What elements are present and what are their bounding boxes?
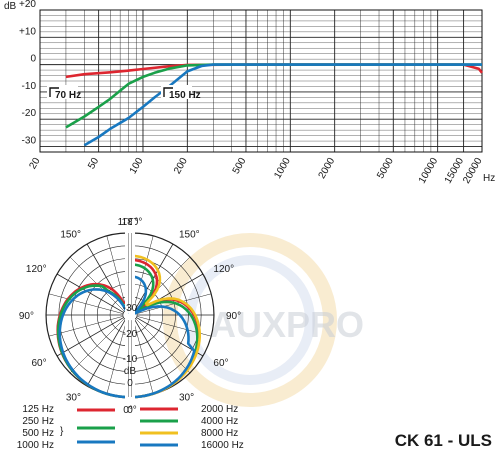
x-tick-label: 50 [86, 156, 101, 172]
annotation-label: 150 Hz [169, 90, 201, 101]
polar-spoke [134, 243, 174, 311]
polar-angle-label: 120° [213, 264, 234, 275]
x-tick-label: 5000 [375, 156, 396, 181]
y-tick-label: -10 [22, 81, 37, 92]
polar-spoke [86, 319, 126, 387]
polar-angle-label: 90° [226, 311, 241, 322]
y-tick-label: +10 [19, 26, 36, 37]
annotation-label: 70 Hz [55, 90, 81, 101]
polar-spoke [133, 235, 154, 311]
y-tick-label: -20 [22, 108, 37, 119]
legend-label: 250 Hz [22, 416, 54, 427]
series-line [65, 63, 484, 79]
ring-label: 0 [127, 378, 133, 389]
polar-angle-label: 60° [31, 358, 46, 369]
polar-angle-label: 150° [60, 230, 81, 241]
ring-label: -10 [123, 354, 138, 365]
legend-label: 125 Hz [22, 404, 54, 415]
polar-spoke [133, 319, 154, 395]
y-tick-label: 0 [30, 54, 36, 65]
x-tick-label: 200 [172, 156, 190, 176]
y-tick-label: -30 [22, 136, 37, 147]
y-tick-label: +20 [19, 0, 36, 10]
polar-pattern [58, 288, 130, 399]
model-title: CK 61 - ULS [395, 431, 492, 450]
ring-label: dB [124, 366, 137, 377]
polar-angle-label: 0° [127, 405, 137, 416]
legend-label: 500 Hz [22, 428, 54, 439]
x-tick-label: 20000 [461, 156, 485, 186]
watermark-text: AUXPRO [210, 304, 364, 345]
polar-spoke [135, 318, 191, 374]
polar-spoke [69, 318, 125, 374]
polar-angle-label: 30° [179, 392, 194, 403]
polar-angle-label: 0° [123, 405, 133, 416]
x-tick-label: 20 [28, 156, 43, 172]
legend-label: 8000 Hz [201, 428, 238, 439]
polar-spoke [106, 319, 127, 395]
x-tick-label: 2000 [317, 156, 338, 181]
polar-spoke [56, 273, 124, 313]
legend-label: 4000 Hz [201, 416, 238, 427]
polar-angle-label: 30° [66, 392, 81, 403]
polar-angle-label: 90° [19, 311, 34, 322]
legend-label: 2000 Hz [201, 404, 238, 415]
x-tick-label: 10000 [417, 156, 441, 186]
polar-spoke [106, 235, 127, 311]
x-tick-label: 500 [231, 156, 249, 176]
x-tick-label: 100 [128, 156, 146, 176]
polar-plot-left: 180°150°120°90°60°30°0° [19, 217, 138, 416]
ring-label: -20 [123, 329, 138, 340]
watermark: AUXPRO [163, 233, 364, 407]
divider [132, 219, 135, 401]
polar-angle-label: 150° [179, 230, 200, 241]
rolloff-switch-icon [163, 87, 173, 97]
series-line [65, 63, 482, 129]
divider [125, 219, 128, 401]
polar-angle-label: 60° [213, 358, 228, 369]
legend-label: 1000 Hz [17, 440, 54, 451]
x-unit-label: Hz [483, 173, 495, 184]
legend-label: 16000 Hz [201, 440, 244, 451]
polar-angle-label: 120° [26, 264, 47, 275]
polar-pattern [131, 275, 196, 399]
plot-frame [39, 9, 483, 153]
legend-brace: } [60, 426, 64, 437]
polar-spoke [48, 316, 124, 337]
rolloff-switch-icon [49, 87, 59, 97]
polar-spoke [56, 317, 124, 357]
polar-spoke [48, 293, 124, 314]
x-tick-label: 1000 [272, 156, 293, 181]
polar-spoke [134, 319, 174, 387]
y-unit-label: dB [4, 1, 17, 12]
frequency-response-chart: +20 +10 0 -10 -20 -30 dB 20 50 100 200 500 1000 2000 5… [4, 0, 495, 186]
ring-label: -30 [123, 303, 138, 314]
